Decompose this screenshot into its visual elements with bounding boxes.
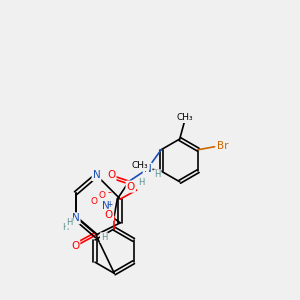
Text: -: - — [107, 187, 111, 196]
Text: O: O — [99, 191, 106, 200]
Text: CH₃: CH₃ — [131, 161, 148, 170]
Text: H: H — [67, 218, 73, 227]
Text: +: + — [107, 200, 113, 209]
Text: O: O — [107, 170, 116, 180]
Text: O: O — [90, 197, 97, 206]
Text: O: O — [105, 210, 113, 220]
Text: H: H — [62, 223, 68, 232]
Text: O: O — [71, 241, 79, 251]
Text: O: O — [127, 182, 135, 192]
Text: N: N — [93, 170, 101, 180]
Text: H: H — [101, 233, 107, 242]
Text: N: N — [101, 202, 109, 212]
Text: H: H — [139, 178, 145, 187]
Text: N: N — [72, 213, 80, 224]
Text: Br: Br — [217, 141, 228, 151]
Text: H: H — [154, 170, 161, 179]
Text: CH₃: CH₃ — [177, 113, 194, 122]
Text: N: N — [144, 164, 152, 174]
